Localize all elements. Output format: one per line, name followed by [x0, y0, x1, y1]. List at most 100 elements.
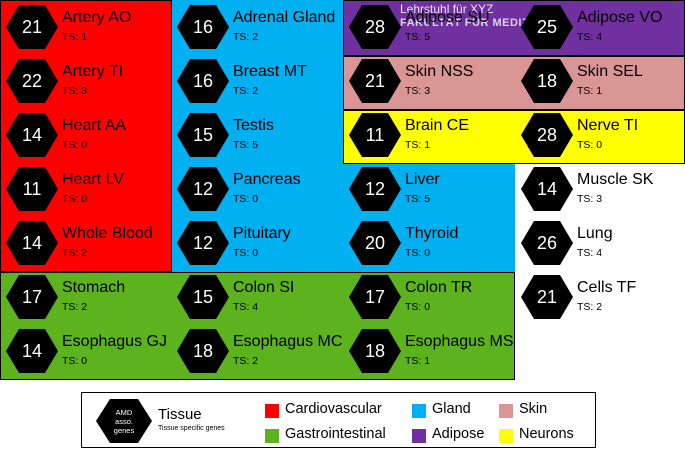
tissue-specific-count: TS: 2: [233, 355, 259, 367]
gene-count-hexagon: 21: [521, 275, 573, 319]
gene-count-hexagon: 17: [349, 275, 401, 319]
tissue-name: Muscle SK: [577, 171, 654, 188]
tissue-name: Liver: [405, 171, 440, 188]
tissue-specific-count: TS: 2: [233, 31, 259, 43]
gene-count-hexagon: 18: [349, 329, 401, 373]
gene-count-hexagon: 11: [349, 113, 401, 157]
tissue-name: Cells TF: [577, 279, 637, 296]
tissue-specific-count: TS: 0: [62, 139, 88, 151]
tissue-specific-count: TS: 2: [233, 85, 259, 97]
legend-tissue-label: Tissue: [158, 406, 202, 423]
tissue-cell: 18 Skin SEL TS: 1: [517, 54, 685, 106]
tissue-name: Testis: [233, 117, 274, 134]
legend: AMD asso. genes Tissue Tissue specific g…: [81, 392, 596, 448]
tissue-name: Heart AA: [62, 117, 127, 134]
tissue-specific-count: TS: 4: [577, 247, 603, 259]
legend-label-cardiovascular: Cardiovascular: [285, 401, 382, 417]
gene-count-hexagon: 14: [6, 113, 58, 157]
tissue-name: Nerve TI: [577, 117, 639, 134]
gene-count-hexagon: 28: [521, 113, 573, 157]
tissue-name: Artery AO: [62, 9, 132, 26]
tissue-cell: 22 Artery TI TS: 3: [2, 54, 172, 106]
region-gastrointestinal: [0, 272, 515, 380]
tissue-name: Adipose VO: [577, 9, 663, 26]
tissue-specific-count: TS: 5: [405, 31, 431, 43]
tissue-name: Skin SEL: [577, 63, 643, 80]
legend-swatch-neurons: [499, 429, 513, 443]
tissue-name: Skin NSS: [405, 63, 474, 80]
region-gland-lower: [172, 164, 515, 272]
tissue-cell: 16 Breast MT TS: 2: [173, 54, 343, 106]
tissue-cell: 11 Heart LV TS: 0: [2, 162, 172, 214]
gene-count-hexagon: 22: [6, 59, 58, 103]
legend-label-adipose: Adipose: [432, 426, 485, 442]
tissue-cell: 28 Nerve TI TS: 0: [517, 108, 685, 160]
tissue-cell: 12 Pancreas TS: 0: [173, 162, 343, 214]
legend-swatch-cardiovascular: [265, 404, 279, 418]
tissue-cell: 18 Esophagus MC TS: 2: [173, 324, 343, 376]
tissue-specific-count: TS: 5: [233, 139, 259, 151]
tissue-name: Whole Blood: [62, 225, 153, 242]
tissue-cell: 17 Stomach TS: 2: [2, 270, 172, 322]
tissue-cell: 15 Testis TS: 5: [173, 108, 343, 160]
tissue-specific-count: TS: 1: [405, 139, 431, 151]
tissue-cell: 28 Adipose SU TS: 5: [345, 0, 515, 52]
legend-label-skin: Skin: [519, 401, 548, 417]
tissue-specific-count: TS: 1: [405, 355, 431, 367]
tissue-name: Artery TI: [62, 63, 124, 80]
gene-count-hexagon: 28: [349, 5, 401, 49]
tissue-specific-count: TS: 0: [62, 355, 88, 367]
watermark-line2: FAKULTÄT FÜR MEDIZ: [400, 17, 530, 29]
tissue-specific-count: TS: 3: [577, 193, 603, 205]
gene-count-hexagon: 17: [6, 275, 58, 319]
tissue-name: Thyroid: [405, 225, 459, 242]
tissue-name: Esophagus GJ: [62, 333, 167, 350]
legend-swatch-gland: [412, 404, 426, 418]
tissue-cell: 12 Pituitary TS: 0: [173, 216, 343, 268]
tissue-specific-count: TS: 0: [62, 193, 88, 205]
gene-count-hexagon: 15: [177, 275, 229, 319]
tissue-name: Pancreas: [233, 171, 301, 188]
region-neurons: [343, 110, 685, 164]
gene-count-hexagon: 26: [521, 221, 573, 265]
tissue-specific-count: TS: 0: [233, 193, 259, 205]
tissue-name: Stomach: [62, 279, 126, 296]
legend-label-neurons: Neurons: [519, 426, 574, 442]
tissue-name: Heart LV: [62, 171, 124, 188]
legend-label-gastrointestinal: Gastrointestinal: [285, 426, 386, 442]
tissue-cell: 14 Whole Blood TS: 2: [2, 216, 172, 268]
gene-count-hexagon: 12: [177, 221, 229, 265]
tissue-cell: 12 Liver TS: 5: [345, 162, 515, 214]
tissue-cell: 18 Esophagus MS TS: 1: [345, 324, 515, 376]
tissue-specific-count: TS: 1: [577, 85, 603, 97]
tissue-cell: 21 Artery AO TS: 1: [2, 0, 172, 52]
gene-count-hexagon: 12: [349, 167, 401, 211]
region-skin: [343, 56, 685, 110]
tissue-cell: 26 Lung TS: 4: [517, 216, 685, 268]
tissue-specific-count: TS: 3: [62, 85, 88, 97]
tissue-cell: 11 Brain CE TS: 1: [345, 108, 515, 160]
gene-count-hexagon: 25: [521, 5, 573, 49]
gene-count-hexagon: 14: [521, 167, 573, 211]
tissue-cell: 17 Colon TR TS: 0: [345, 270, 515, 322]
tissue-specific-count: TS: 2: [62, 247, 88, 259]
gene-count-hexagon: 12: [177, 167, 229, 211]
tissue-name: Adipose SU: [405, 9, 490, 26]
gene-count-hexagon: 18: [177, 329, 229, 373]
tissue-name: Lung: [577, 225, 613, 242]
legend-hex-label: AMD asso. genes: [113, 407, 135, 435]
tissue-name: Adrenal Gland: [233, 9, 336, 26]
tissue-specific-count: TS: 3: [405, 85, 431, 97]
tissue-cell: 14 Heart AA TS: 0: [2, 108, 172, 160]
legend-swatch-skin: [499, 404, 513, 418]
tissue-cell: 21 Cells TF TS: 2: [517, 270, 685, 322]
tissue-name: Colon SI: [233, 279, 295, 296]
tissue-name: Colon TR: [405, 279, 473, 296]
tissue-name: Esophagus MC: [233, 333, 343, 350]
legend-swatch-gastrointestinal: [265, 429, 279, 443]
gene-count-hexagon: 11: [6, 167, 58, 211]
gene-count-hexagon: 21: [349, 59, 401, 103]
tissue-name: Pituitary: [233, 225, 291, 242]
watermark-line1: Lehrstuhl für XYZ: [400, 2, 494, 16]
legend-label-gland: Gland: [432, 401, 471, 417]
